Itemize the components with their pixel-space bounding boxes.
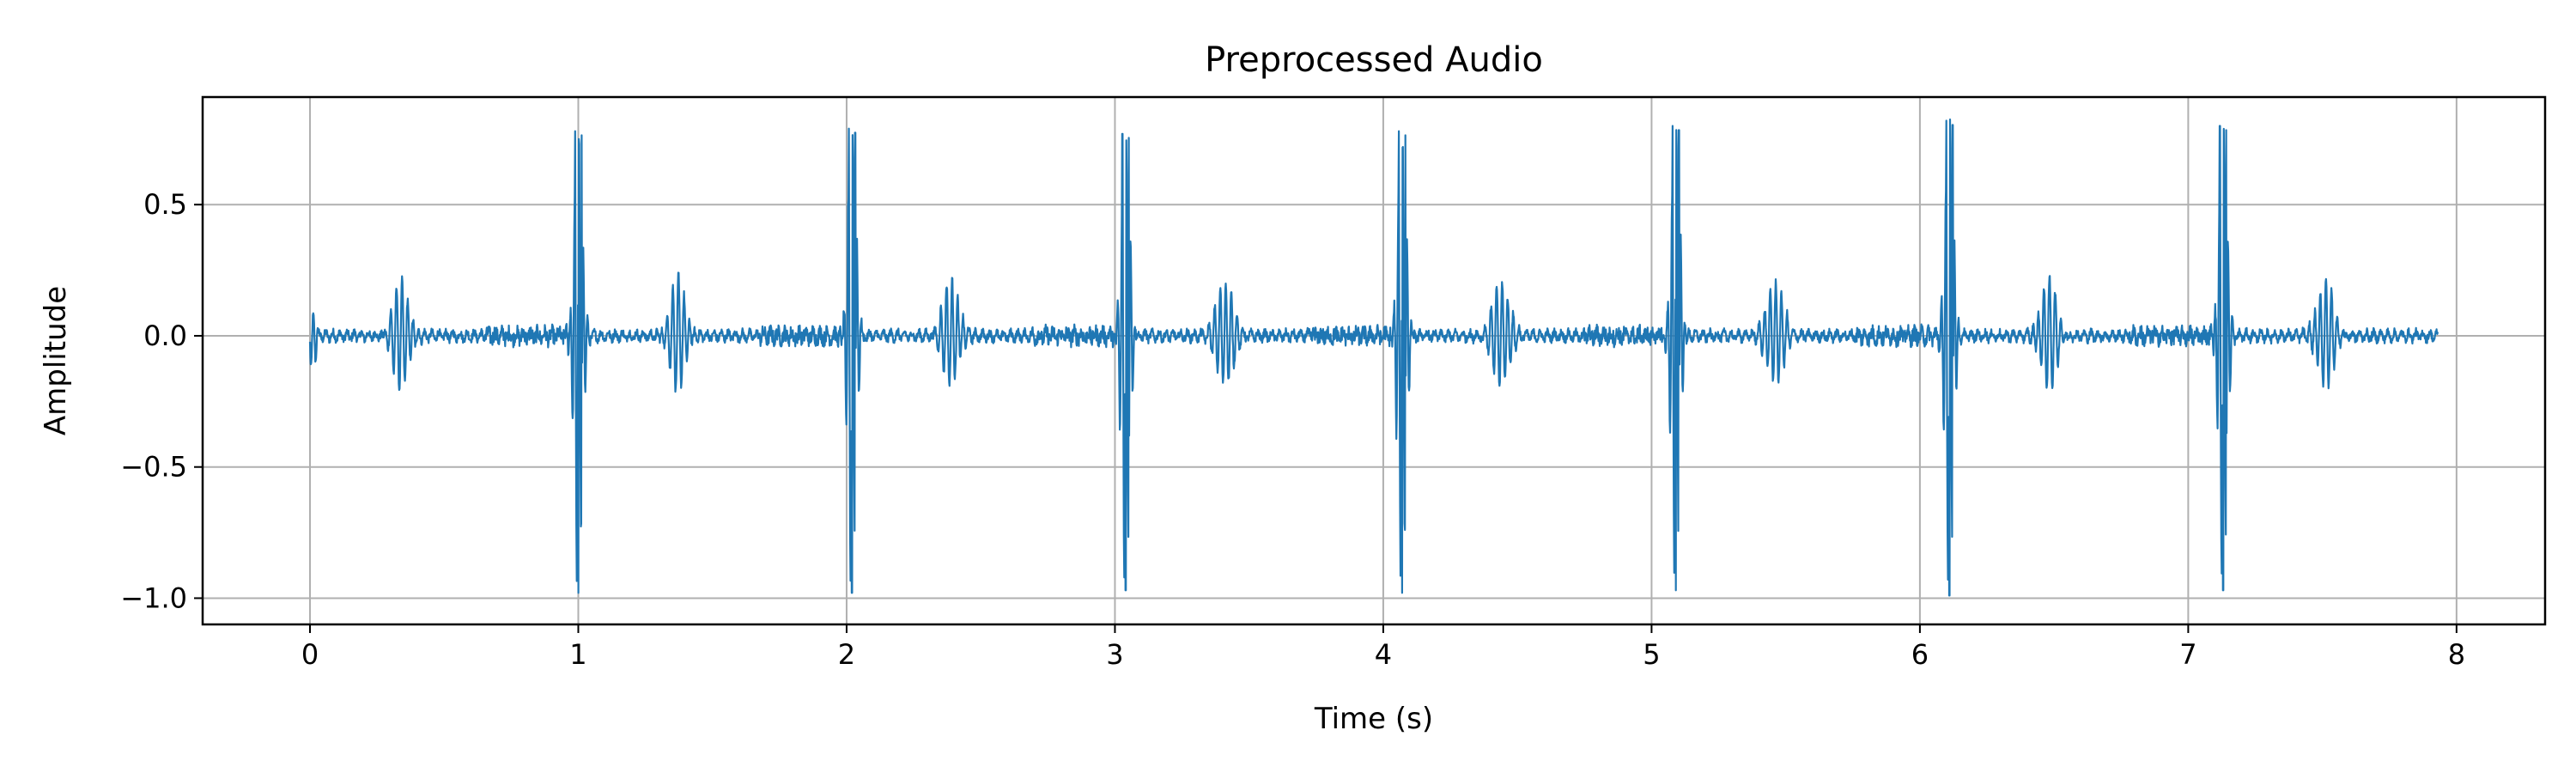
x-tick-label-0: 0	[301, 638, 319, 671]
x-tick-label-5: 5	[1643, 638, 1660, 671]
x-tick-label-7: 7	[2179, 638, 2196, 671]
y-axis-label: Amplitude	[39, 286, 73, 435]
x-tick-label-3: 3	[1106, 638, 1123, 671]
x-tick-label-2: 2	[838, 638, 855, 671]
waveform-series	[308, 119, 2439, 597]
y-tick-label-2: 0.0	[143, 320, 187, 352]
chart-title: Preprocessed Audio	[1205, 40, 1543, 80]
waveform-line	[308, 119, 2439, 597]
x-tick-label-8: 8	[2448, 638, 2465, 671]
ticks: 0 1 2 3 4 5 6 7 8 −1.0 −0.5 0.0 0.5	[120, 188, 2465, 671]
y-tick-label-0: −1.0	[120, 581, 187, 614]
plot-frame	[201, 95, 2547, 626]
y-tick-label-3: 0.5	[143, 188, 187, 221]
y-tick-label-1: −0.5	[120, 451, 187, 484]
x-tick-label-1: 1	[569, 638, 586, 671]
x-tick-label-6: 6	[1911, 638, 1929, 671]
x-tick-label-4: 4	[1375, 638, 1392, 671]
x-axis-label: Time (s)	[1314, 702, 1433, 736]
